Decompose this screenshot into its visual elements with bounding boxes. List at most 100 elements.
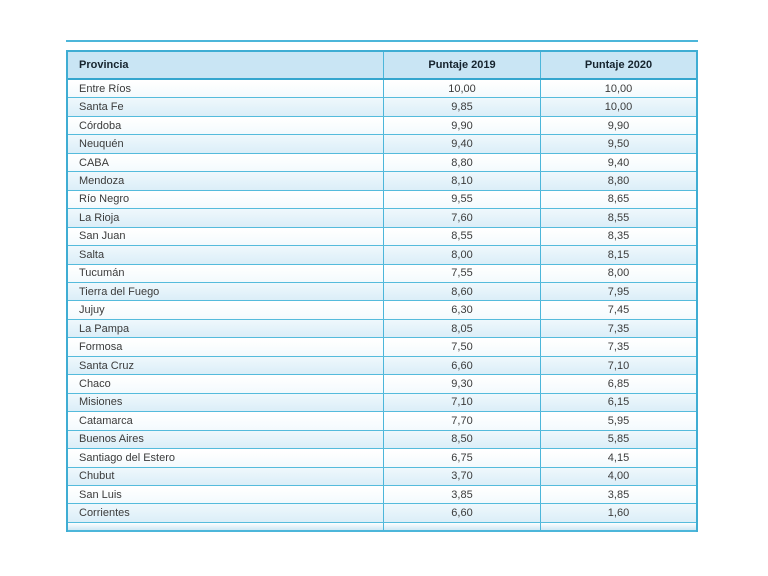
score-2019-cell: 8,10: [383, 172, 540, 190]
score-2020-cell: 5,95: [540, 412, 696, 430]
score-2019-cell: 10,00: [383, 80, 540, 98]
province-cell: Río Negro: [79, 193, 130, 206]
table-row: Misiones 7,10 6,15: [68, 393, 696, 413]
province-cell: Chubut: [79, 470, 115, 483]
table-header-row: Provincia Puntaje 2019 Puntaje 2020: [68, 52, 696, 80]
score-2020-cell: 7,35: [540, 338, 696, 356]
table-row: Santa Cruz 6,60 7,10: [68, 356, 696, 376]
score-2020-cell: 7,35: [540, 319, 696, 338]
table-row: La Rioja 7,60 8,55: [68, 209, 696, 228]
score-2020-cell: 9,90: [540, 116, 696, 135]
province-cell: Formosa: [79, 341, 123, 354]
table-row: Formosa 7,50 7,35: [68, 338, 696, 357]
table-row: Santa Fe 9,85 10,00: [68, 98, 696, 117]
table-row: San Luis 3,85 3,85: [68, 485, 696, 505]
province-cell: La Pampa: [79, 322, 130, 335]
score-2020-cell: 8,80: [540, 172, 696, 190]
score-2019-cell: 6,75: [383, 449, 540, 467]
province-cell: San Juan: [79, 230, 126, 243]
score-2019-cell: 3,70: [383, 467, 540, 485]
score-2020-cell: 8,15: [540, 246, 696, 264]
table-top-crop-line: [66, 40, 698, 42]
table-body: Entre Ríos 10,00 10,00 Santa Fe 9,85 10,00 Cór…: [68, 80, 696, 523]
table-row: Catamarca 7,70 5,95: [68, 412, 696, 431]
cropped-row-sliver: [68, 523, 696, 532]
score-2020-cell: 10,00: [540, 98, 696, 116]
score-2020-cell: 8,00: [540, 264, 696, 282]
score-2020-cell: 1,60: [540, 504, 696, 522]
score-2019-cell: 9,30: [383, 375, 540, 393]
province-cell: La Rioja: [79, 211, 120, 224]
score-2020-cell: 7,45: [540, 301, 696, 319]
province-cell: Catamarca: [79, 414, 133, 427]
table-row: Corrientes 6,60 1,60: [68, 504, 696, 523]
score-2020-cell: 9,40: [540, 153, 696, 172]
score-2020-cell: 4,00: [540, 467, 696, 485]
score-2019-cell: 7,10: [383, 393, 540, 412]
score-2020-cell: 4,15: [540, 449, 696, 467]
score-2020-cell: 6,15: [540, 393, 696, 412]
table-row: La Pampa 8,05 7,35: [68, 319, 696, 339]
score-2020-cell: 7,10: [540, 356, 696, 375]
province-cell: Córdoba: [79, 119, 122, 132]
score-2019-cell: 8,55: [383, 227, 540, 246]
province-cell: Mendoza: [79, 174, 125, 187]
table-row: Tucumán 7,55 8,00: [68, 264, 696, 283]
table-row: Buenos Aires 8,50 5,85: [68, 430, 696, 450]
province-cell: Tucumán: [79, 267, 125, 280]
score-2019-cell: 6,30: [383, 301, 540, 319]
score-2019-cell: 8,50: [383, 430, 540, 449]
province-cell: Tierra del Fuego: [79, 285, 160, 298]
province-cell: Santa Fe: [79, 101, 124, 114]
table-row: Tierra del Fuego 8,60 7,95: [68, 282, 696, 302]
province-cell: Chaco: [79, 377, 111, 390]
province-cell: CABA: [79, 156, 109, 169]
province-cell: Jujuy: [79, 304, 105, 317]
province-cell: Santiago del Estero: [79, 451, 176, 464]
table-row: Neuquén 9,40 9,50: [68, 135, 696, 154]
table-row: Salta 8,00 8,15: [68, 246, 696, 265]
province-cell: San Luis: [79, 488, 122, 501]
score-2020-cell: 8,35: [540, 227, 696, 246]
score-2019-cell: 7,50: [383, 338, 540, 356]
score-2019-cell: 8,05: [383, 319, 540, 338]
score-2019-cell: 3,85: [383, 485, 540, 504]
cropped-cell: [540, 523, 696, 530]
score-2019-cell: 8,80: [383, 153, 540, 172]
province-cell: Entre Ríos: [79, 82, 131, 95]
score-2020-cell: 6,85: [540, 375, 696, 393]
table-row: Jujuy 6,30 7,45: [68, 301, 696, 320]
score-2019-cell: 6,60: [383, 504, 540, 522]
score-2019-cell: 8,60: [383, 282, 540, 301]
table-row: Chubut 3,70 4,00: [68, 467, 696, 486]
province-cell: Misiones: [79, 396, 123, 409]
province-cell: Santa Cruz: [79, 359, 135, 372]
table-row: Mendoza 8,10 8,80: [68, 172, 696, 191]
score-2019-cell: 8,00: [383, 246, 540, 264]
table-row: Río Negro 9,55 8,65: [68, 190, 696, 210]
score-2019-cell: 9,85: [383, 98, 540, 116]
score-2019-cell: 6,60: [383, 356, 540, 375]
column-header-provincia: Provincia: [79, 59, 129, 71]
cropped-cell: [68, 523, 383, 530]
score-2019-cell: 7,70: [383, 412, 540, 430]
table-row: CABA 8,80 9,40: [68, 153, 696, 173]
province-score-table: Provincia Puntaje 2019 Puntaje 2020 Entr…: [66, 50, 698, 532]
score-2019-cell: 7,60: [383, 209, 540, 227]
table-row: Entre Ríos 10,00 10,00: [68, 80, 696, 99]
table-row: Chaco 9,30 6,85: [68, 375, 696, 394]
province-cell: Neuquén: [79, 138, 124, 151]
table-row: Córdoba 9,90 9,90: [68, 116, 696, 136]
province-cell: Corrientes: [79, 507, 130, 520]
score-2020-cell: 8,65: [540, 190, 696, 209]
table-row: Santiago del Estero 6,75 4,15: [68, 449, 696, 468]
score-2020-cell: 5,85: [540, 430, 696, 449]
score-2019-cell: 7,55: [383, 264, 540, 282]
cropped-cell: [383, 523, 540, 530]
province-cell: Buenos Aires: [79, 433, 144, 446]
column-header-puntaje-2020: Puntaje 2020: [540, 52, 696, 78]
score-2020-cell: 9,50: [540, 135, 696, 153]
score-2019-cell: 9,40: [383, 135, 540, 153]
column-header-puntaje-2019: Puntaje 2019: [383, 52, 540, 78]
